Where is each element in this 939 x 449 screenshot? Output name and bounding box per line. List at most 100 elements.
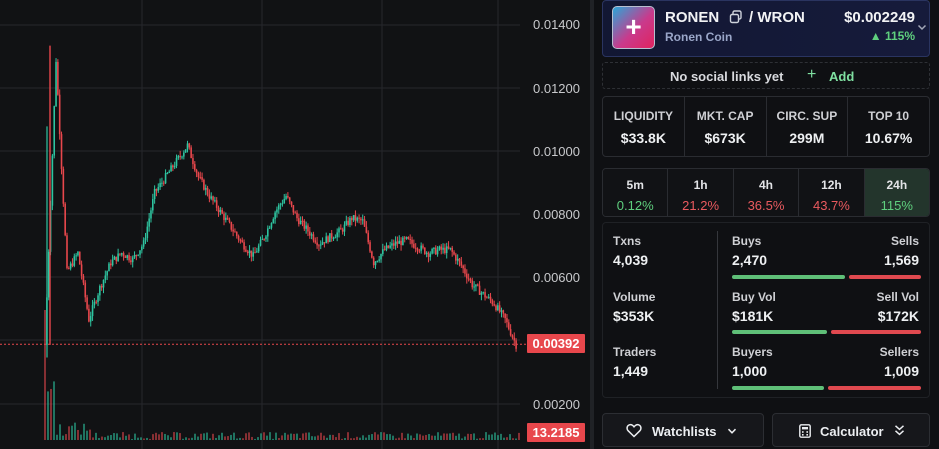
volume-bar xyxy=(458,433,460,440)
price-chart[interactable]: 0.01400 0.01200 0.01000 0.00800 0.00600 … xyxy=(0,0,590,449)
candle-body xyxy=(274,212,276,220)
candle-body xyxy=(60,134,63,169)
volume-bar xyxy=(224,436,226,440)
add-social-link-button[interactable]: Add xyxy=(829,69,855,84)
candle-body xyxy=(141,246,143,251)
candle-body xyxy=(206,187,209,195)
volume-bar xyxy=(302,433,304,440)
candle-body xyxy=(489,296,492,301)
candle-body xyxy=(392,243,395,246)
candle-body xyxy=(267,228,269,237)
candle-body xyxy=(363,219,366,227)
candle-body xyxy=(195,170,198,173)
volume-bar xyxy=(275,432,277,440)
volume-bar xyxy=(95,432,97,440)
candle-body xyxy=(215,200,218,208)
candle-body xyxy=(159,182,161,188)
candle-body xyxy=(453,251,455,255)
candle-body xyxy=(111,259,114,266)
watchlists-label: Watchlists xyxy=(652,424,717,439)
volume-bar xyxy=(320,432,322,440)
volume-bar xyxy=(410,435,412,440)
volume-bar xyxy=(74,422,76,440)
candle-body xyxy=(312,234,315,241)
candle-body xyxy=(385,245,388,250)
panel-divider[interactable] xyxy=(590,0,594,449)
candle-body xyxy=(172,165,174,168)
candle-body xyxy=(246,251,249,254)
candle-body xyxy=(157,187,160,191)
token-logo: + xyxy=(612,6,655,49)
watchlists-button[interactable]: Watchlists xyxy=(602,413,764,447)
candle-body xyxy=(464,268,466,274)
volume-value: $353K xyxy=(613,308,655,324)
sellers-bar xyxy=(828,386,921,390)
volume-bar xyxy=(395,438,397,440)
tab-12h[interactable]: 12h 43.7% xyxy=(799,169,865,216)
volume-bar xyxy=(128,434,130,440)
chart-canvas[interactable] xyxy=(0,0,590,449)
volume-bar xyxy=(509,434,511,440)
candle-body xyxy=(184,149,187,153)
calculator-icon xyxy=(799,424,811,438)
volume-bar xyxy=(134,433,136,440)
candle-body xyxy=(380,253,382,260)
candle-body xyxy=(429,253,432,257)
candle-body xyxy=(281,203,284,205)
candle-body xyxy=(97,295,99,303)
token-info-panel: + RONEN / WRON Ronen Coin $0.002249 ▲ 11… xyxy=(594,0,939,449)
candle-body xyxy=(444,247,446,254)
candle-body xyxy=(173,165,176,168)
volume-bar xyxy=(278,437,280,440)
candle-body xyxy=(122,253,125,257)
volume-bar xyxy=(494,432,496,440)
volume-bar xyxy=(113,433,115,440)
candle-body xyxy=(219,209,222,213)
candle-body xyxy=(491,300,494,305)
chevron-down-icon[interactable] xyxy=(917,22,927,32)
candle-body xyxy=(513,337,516,341)
candle-body xyxy=(458,258,461,262)
candle-body xyxy=(241,240,244,243)
candle-body xyxy=(507,322,510,330)
trading-stats: Txns 4,039 Volume $353K Traders 1,449 Bu… xyxy=(602,222,930,398)
volume-bar xyxy=(359,437,361,440)
candle-body xyxy=(467,278,470,280)
candle-body xyxy=(276,209,278,213)
candle-body xyxy=(135,254,138,256)
candle-body xyxy=(325,236,328,244)
candle-body xyxy=(376,260,379,262)
candle-body xyxy=(442,247,444,250)
volume-bar xyxy=(338,433,340,440)
tab-24h[interactable]: 24h 115% xyxy=(864,169,929,216)
calculator-button[interactable]: Calculator xyxy=(772,413,930,447)
tab-4h[interactable]: 4h 36.5% xyxy=(733,169,800,216)
traders-value: 1,449 xyxy=(613,363,649,379)
candle-body xyxy=(212,196,214,201)
tab-5m[interactable]: 5m 0.12% xyxy=(603,169,669,216)
token-pair-quote: / WRON xyxy=(749,9,805,26)
tab-1h[interactable]: 1h 21.2% xyxy=(668,169,734,216)
volume-bar xyxy=(506,437,508,440)
token-metrics: LIQUIDITY $33.8K MKT. CAP $673K CIRC. SU… xyxy=(602,96,930,157)
candle-body xyxy=(338,228,340,233)
candle-body xyxy=(400,240,402,246)
candle-body xyxy=(308,231,311,236)
candle-body xyxy=(369,242,371,252)
copy-icon[interactable] xyxy=(729,10,743,24)
add-icon[interactable]: + xyxy=(807,66,817,83)
candle-body xyxy=(511,335,514,338)
candle-body xyxy=(436,249,439,255)
candle-body xyxy=(391,243,393,246)
candle-body xyxy=(438,246,441,250)
volume-bar xyxy=(293,433,295,440)
sells-label: Sells xyxy=(890,234,919,248)
candle-body xyxy=(197,172,200,178)
token-header[interactable]: + RONEN / WRON Ronen Coin $0.002249 ▲ 11… xyxy=(602,0,930,57)
candle-body xyxy=(57,61,59,95)
volume-bar xyxy=(344,437,346,440)
volume-bar xyxy=(179,433,181,440)
volume-bar xyxy=(146,437,148,440)
metric-liquidity: LIQUIDITY $33.8K xyxy=(603,97,685,156)
candle-body xyxy=(66,235,68,269)
